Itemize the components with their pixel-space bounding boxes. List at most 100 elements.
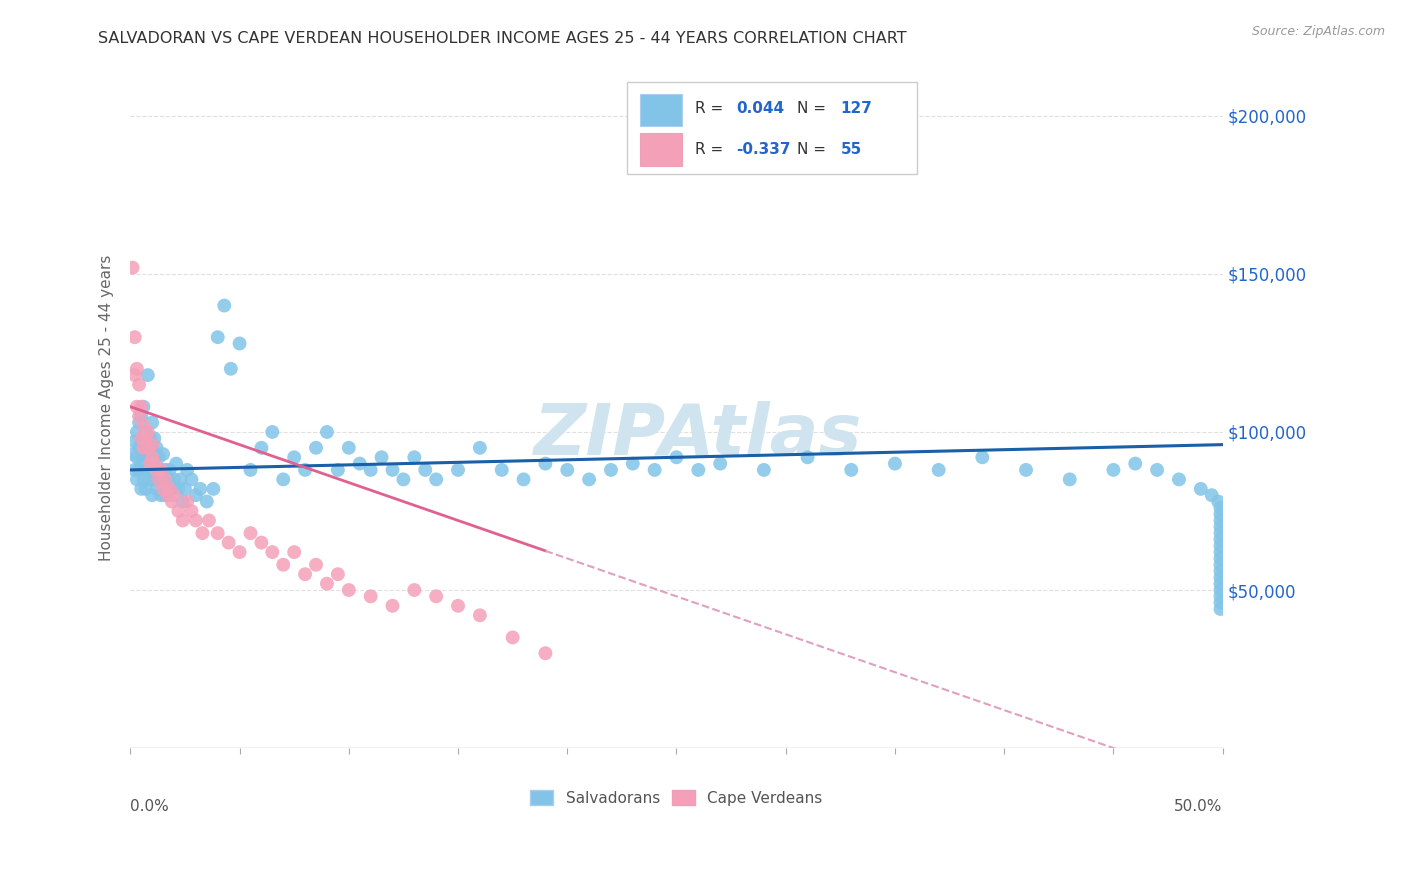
Point: [129, 400, 152, 414]
Point: [207, 526, 229, 541]
Point: [125, 361, 148, 376]
Point: [250, 441, 273, 455]
Point: [709, 457, 731, 471]
Point: [163, 488, 186, 502]
Point: [271, 558, 294, 572]
Point: [176, 463, 198, 477]
Point: [136, 441, 159, 455]
Point: [228, 336, 250, 351]
Point: [512, 472, 534, 486]
Point: [143, 431, 166, 445]
Text: N =: N =: [797, 142, 831, 157]
Point: [1209, 570, 1232, 584]
Text: 0.044: 0.044: [737, 101, 785, 116]
Point: [1201, 488, 1223, 502]
Point: [148, 472, 170, 486]
Point: [135, 463, 157, 477]
Point: [148, 472, 170, 486]
Point: [124, 434, 146, 449]
Point: [316, 576, 339, 591]
Point: [172, 494, 194, 508]
Point: [141, 441, 163, 455]
Point: [141, 450, 163, 465]
Point: [262, 545, 284, 559]
Point: [152, 482, 174, 496]
Point: [262, 425, 284, 439]
Point: [143, 457, 166, 471]
Point: [148, 450, 170, 465]
Point: [305, 558, 328, 572]
Point: [1146, 463, 1168, 477]
Point: [1206, 494, 1229, 508]
Point: [1168, 472, 1191, 486]
Point: [145, 482, 167, 496]
Point: [145, 441, 167, 455]
Point: [132, 441, 155, 455]
Point: [165, 457, 187, 471]
Point: [141, 437, 163, 451]
Point: [121, 447, 143, 461]
Point: [884, 457, 907, 471]
Point: [425, 590, 447, 604]
Point: [136, 368, 159, 383]
Point: [381, 599, 404, 613]
Point: [128, 416, 150, 430]
Point: [152, 472, 174, 486]
Point: [1123, 457, 1146, 471]
Point: [316, 425, 339, 439]
Point: [294, 463, 316, 477]
FancyBboxPatch shape: [627, 82, 917, 174]
Point: [139, 472, 162, 486]
Point: [491, 463, 513, 477]
Point: [167, 504, 190, 518]
Point: [1209, 507, 1232, 521]
Point: [191, 526, 214, 541]
Point: [163, 472, 186, 486]
Point: [447, 463, 470, 477]
Point: [239, 463, 262, 477]
Point: [125, 425, 148, 439]
Point: [121, 260, 143, 275]
Point: [1189, 482, 1212, 496]
Point: [135, 425, 157, 439]
Point: [600, 463, 623, 477]
Point: [305, 441, 328, 455]
Point: [125, 400, 148, 414]
Point: [145, 463, 167, 477]
Point: [202, 482, 225, 496]
Point: [129, 409, 152, 424]
Point: [180, 472, 202, 486]
Point: [128, 409, 150, 424]
Point: [502, 631, 524, 645]
Text: ZIPAtlas: ZIPAtlas: [534, 401, 863, 470]
Point: [928, 463, 950, 477]
Point: [155, 472, 177, 486]
Point: [128, 441, 150, 455]
Point: [337, 441, 360, 455]
Point: [1209, 582, 1232, 597]
Point: [1209, 551, 1232, 566]
Point: [1209, 539, 1232, 553]
Point: [174, 482, 197, 496]
Point: [149, 463, 172, 477]
Point: [468, 441, 491, 455]
Point: [139, 431, 162, 445]
Point: [468, 608, 491, 623]
Point: [155, 463, 177, 477]
Point: [124, 463, 146, 477]
Point: [839, 463, 862, 477]
Point: [688, 463, 710, 477]
Point: [132, 431, 155, 445]
Point: [141, 488, 163, 502]
Point: [1209, 545, 1232, 559]
Text: 55: 55: [841, 142, 862, 157]
Point: [135, 431, 157, 445]
Text: 127: 127: [841, 101, 872, 116]
Point: [392, 472, 415, 486]
FancyBboxPatch shape: [641, 133, 682, 166]
Point: [132, 472, 155, 486]
Point: [349, 457, 371, 471]
Text: R =: R =: [695, 101, 728, 116]
Point: [534, 646, 557, 660]
Point: [125, 472, 148, 486]
